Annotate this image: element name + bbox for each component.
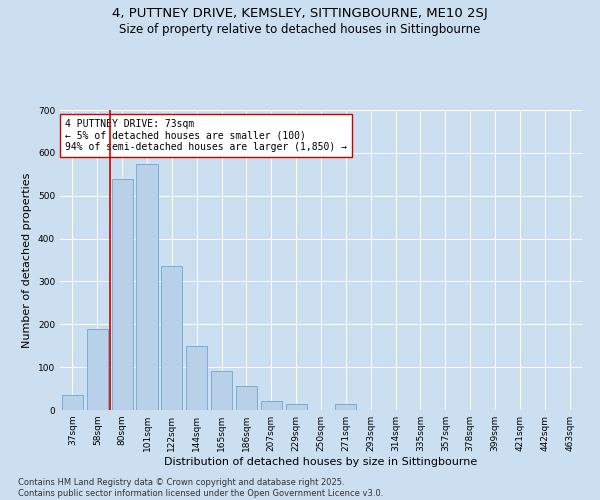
- Y-axis label: Number of detached properties: Number of detached properties: [22, 172, 32, 348]
- Bar: [161, 266, 182, 410]
- X-axis label: Distribution of detached houses by size in Sittingbourne: Distribution of detached houses by size …: [164, 457, 478, 467]
- Bar: [87, 328, 108, 410]
- Bar: [236, 386, 257, 410]
- Bar: [136, 164, 158, 410]
- Text: Contains HM Land Registry data © Crown copyright and database right 2025.
Contai: Contains HM Land Registry data © Crown c…: [18, 478, 383, 498]
- Text: 4 PUTTNEY DRIVE: 73sqm
← 5% of detached houses are smaller (100)
94% of semi-det: 4 PUTTNEY DRIVE: 73sqm ← 5% of detached …: [65, 119, 347, 152]
- Bar: [112, 178, 133, 410]
- Bar: [62, 395, 83, 410]
- Bar: [186, 346, 207, 410]
- Bar: [211, 372, 232, 410]
- Text: 4, PUTTNEY DRIVE, KEMSLEY, SITTINGBOURNE, ME10 2SJ: 4, PUTTNEY DRIVE, KEMSLEY, SITTINGBOURNE…: [112, 8, 488, 20]
- Text: Size of property relative to detached houses in Sittingbourne: Size of property relative to detached ho…: [119, 22, 481, 36]
- Bar: [286, 404, 307, 410]
- Bar: [335, 404, 356, 410]
- Bar: [261, 402, 282, 410]
